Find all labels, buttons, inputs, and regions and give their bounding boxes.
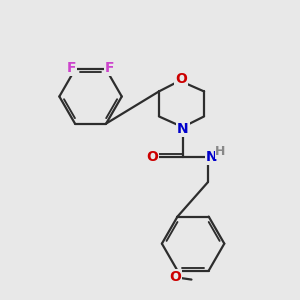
Text: O: O <box>169 270 181 284</box>
Text: N: N <box>206 150 217 164</box>
Text: H: H <box>215 145 226 158</box>
Text: F: F <box>67 61 76 75</box>
Text: F: F <box>105 61 115 75</box>
Text: O: O <box>146 150 158 164</box>
Text: O: O <box>175 72 187 86</box>
Text: N: N <box>177 122 188 136</box>
